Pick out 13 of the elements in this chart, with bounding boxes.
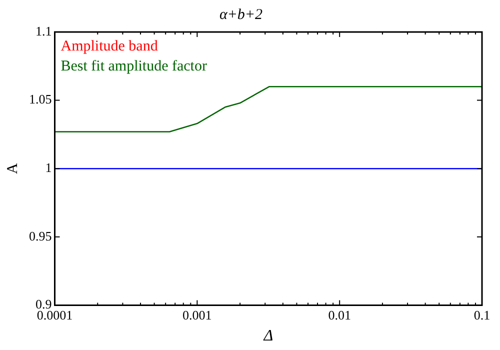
- chart-title: α+b+2: [219, 6, 264, 23]
- text: Best fit amplitude factor: [60, 58, 207, 74]
- y-tick-label: 0.9: [36, 296, 52, 312]
- y-tick-label: 1.05: [29, 92, 52, 107]
- x-axis-title: Δ: [262, 328, 274, 345]
- x-tick-label: 0.1: [474, 307, 490, 322]
- y-tick-label: 0.95: [29, 228, 52, 244]
- annotation: Amplitude band: [60, 38, 158, 54]
- x-tick-label: 0.001: [182, 307, 212, 322]
- y-tick-label: 1.1: [36, 23, 52, 38]
- y-axis-title: A: [4, 163, 21, 174]
- x-tick-label: 0.01: [328, 307, 351, 322]
- y-tick-label: 1: [45, 160, 52, 176]
